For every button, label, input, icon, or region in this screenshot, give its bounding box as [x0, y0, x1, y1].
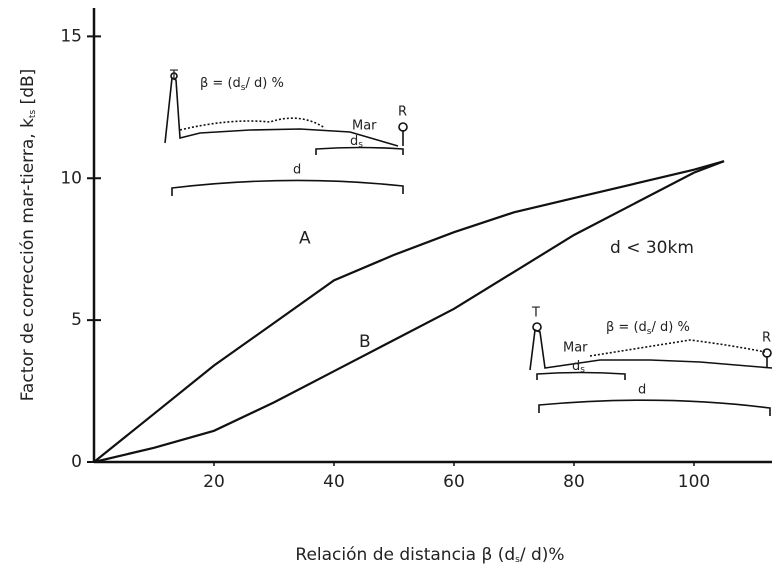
ds-text: d — [572, 359, 580, 374]
inset-t: T — [531, 306, 540, 321]
x-tick-label: 40 — [323, 472, 345, 492]
d-bracket — [171, 179, 404, 196]
series-line — [93, 160, 725, 464]
formula-sub: s — [647, 327, 652, 337]
x-title-text: Relación de distancia β (d — [295, 545, 515, 565]
formula-end: / d) % — [245, 76, 283, 91]
x-tick-label: 80 — [563, 472, 585, 492]
tower-t — [170, 72, 178, 80]
inset-1 — [164, 72, 408, 196]
inset-r: R — [398, 105, 407, 120]
terrain-dots — [179, 117, 326, 131]
y-tick-label: 10 — [60, 168, 82, 188]
y-title-sub: ts — [28, 110, 38, 119]
inset-sea: Mar — [352, 119, 377, 134]
inset-sea: Mar — [563, 341, 588, 356]
formula-sub: s — [241, 83, 246, 93]
y-title-text: Factor de corrección mar-tierra, k — [18, 118, 38, 401]
y-axis-title: Factor de corrección mar-tierra, kts [dB… — [18, 69, 38, 402]
x-axis-title: Relación de distancia β (ds/ d)% — [295, 545, 564, 565]
tower-r-top — [762, 348, 772, 358]
formula-text: β = (d — [200, 76, 241, 91]
ds-text: d — [350, 134, 358, 149]
inset-d: d — [293, 163, 301, 178]
y-tick-label: 0 — [71, 452, 82, 472]
y-title-end: [dB] — [18, 69, 38, 110]
inset-t: T — [169, 69, 178, 84]
series-line — [93, 160, 725, 463]
inset-ds: ds — [572, 359, 585, 375]
inset-d: d — [638, 383, 646, 398]
formula-end: / d) % — [651, 320, 689, 335]
x-tick-label: 20 — [203, 472, 225, 492]
inset-formula: β = (ds/ d) % — [606, 320, 690, 337]
inset-2 — [529, 322, 773, 416]
inset-r: R — [762, 331, 771, 346]
ds-bracket — [536, 371, 626, 380]
series-label: A — [299, 228, 311, 248]
inset-formula: β = (ds/ d) % — [200, 76, 284, 93]
d-bracket — [538, 399, 771, 416]
tower-t — [532, 322, 542, 332]
x-tick-label: 100 — [678, 472, 710, 492]
formula-text: β = (d — [606, 320, 647, 335]
ds-bracket — [315, 146, 404, 155]
y-tick-label: 5 — [71, 310, 82, 330]
tower-r-top — [398, 122, 408, 132]
ds-sub: s — [358, 140, 363, 150]
series-label: B — [359, 332, 371, 352]
x-title-sub: s — [515, 555, 520, 565]
inset-ds: ds — [350, 134, 363, 150]
x-tick-label: 60 — [443, 472, 465, 492]
ds-sub: s — [580, 365, 585, 375]
y-tick-label: 15 — [60, 26, 82, 46]
x-title-end: / d)% — [520, 545, 565, 565]
annotation: d < 30km — [610, 238, 694, 258]
terrain-dots — [589, 339, 766, 357]
